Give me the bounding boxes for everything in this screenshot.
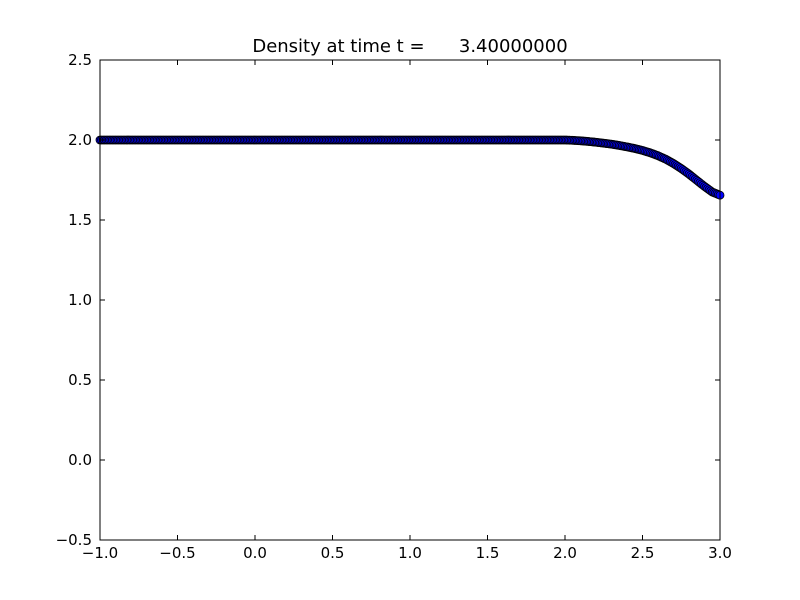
x-tick-label: 0.0 <box>243 544 267 562</box>
y-tick-label: −0.5 <box>56 531 92 549</box>
x-tick-label: 2.0 <box>553 544 577 562</box>
x-tick-label: 1.5 <box>476 544 500 562</box>
y-tick-label: 0.5 <box>68 371 92 389</box>
x-tick-label: 3.0 <box>708 544 732 562</box>
x-tick-label: −1.0 <box>82 544 118 562</box>
axis-ticks: −1.0 −0.5 0.0 0.5 1.0 1.5 2.0 2.5 3.0−0.50.00.51… <box>56 51 732 562</box>
y-tick-label: 2.0 <box>68 131 92 149</box>
y-tick-label: 1.0 <box>68 291 92 309</box>
x-tick-label: −0.5 <box>159 544 195 562</box>
plot-frame <box>99 59 721 541</box>
y-tick-label: 2.5 <box>68 51 92 69</box>
data-points <box>95 135 725 200</box>
x-tick-label: 1.0 <box>398 544 422 562</box>
chart-title: Density at time t = 3.40000000 <box>252 36 567 57</box>
x-tick-label: 0.5 <box>321 544 345 562</box>
x-tick-label: 2.5 <box>631 544 655 562</box>
y-tick-label: 1.5 <box>68 211 92 229</box>
y-tick-label: 0.0 <box>68 451 92 469</box>
